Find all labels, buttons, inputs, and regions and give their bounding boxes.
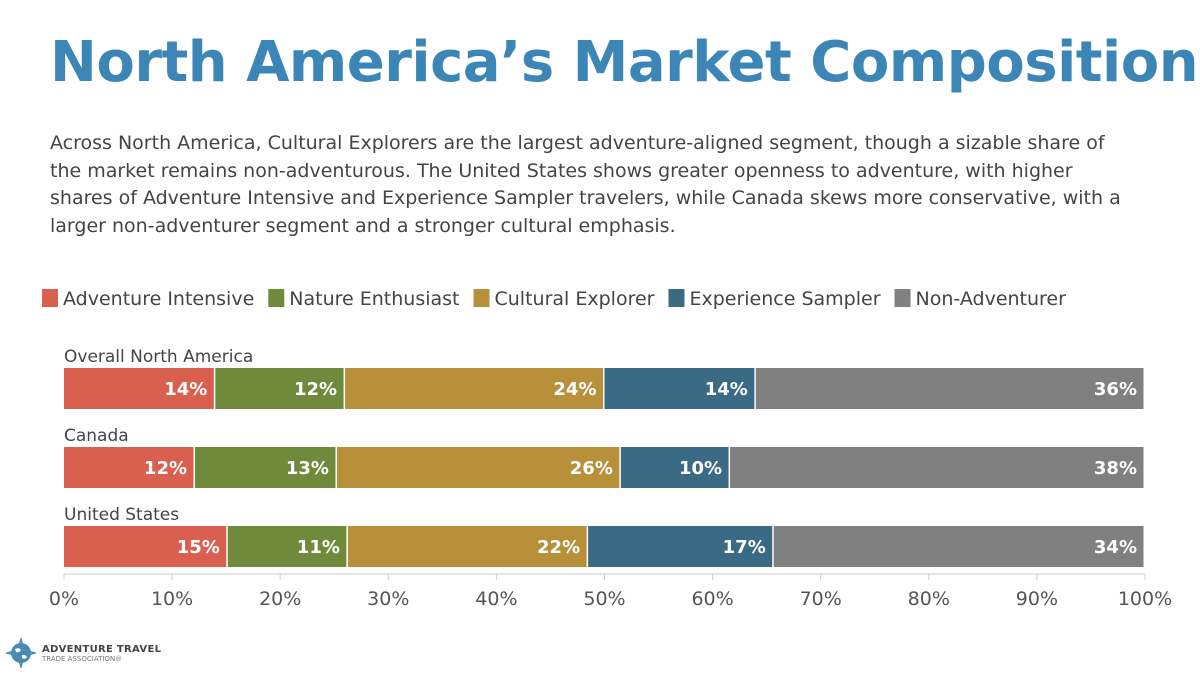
- data-label: 14%: [705, 379, 748, 400]
- legend-label: Experience Sampler: [689, 288, 880, 310]
- legend-label: Cultural Explorer: [495, 288, 655, 310]
- tick-label: 30%: [367, 588, 409, 610]
- x-axis: 0% 10% 20% 30% 40% 50% 60% 70% 80% 90% 100%: [49, 573, 1172, 610]
- data-label: 24%: [553, 379, 596, 400]
- bar-segment: [730, 447, 1144, 488]
- tick-label: 0%: [49, 588, 79, 610]
- tick-label: 10%: [151, 588, 193, 610]
- legend-swatch: [268, 289, 285, 307]
- tick-label: 60%: [691, 588, 733, 610]
- bar-segment: [604, 368, 755, 409]
- data-label: 14%: [164, 379, 207, 400]
- bars: Overall North America 14% 12% 24% 14% 36% Cana…: [64, 347, 1144, 567]
- data-label: 15%: [177, 537, 220, 558]
- legend-swatch: [42, 289, 58, 307]
- bar-segment: [227, 526, 347, 567]
- description: Across North America, Cultural Explorers…: [50, 132, 1121, 237]
- bar-segment: [64, 526, 227, 567]
- tick-label: 40%: [475, 588, 517, 610]
- legend: Adventure Intensive Nature Enthusiast Cult…: [42, 288, 1066, 310]
- legend-swatch: [894, 289, 911, 307]
- legend-label: Nature Enthusiast: [289, 288, 459, 310]
- page-title: North America’s Market Composition: [50, 30, 1199, 95]
- data-label: 12%: [294, 379, 337, 400]
- tick-label: 80%: [908, 588, 950, 610]
- bar-segment: [64, 368, 214, 409]
- bar-segment: [336, 447, 620, 488]
- logo-title: ADVENTURE TRAVEL: [42, 643, 162, 655]
- legend-swatch: [668, 289, 685, 307]
- bar-segment: [620, 447, 729, 488]
- logo: ADVENTURE TRAVEL TRADE ASSOCIATION®: [6, 638, 161, 668]
- legend-label: Non-Adventurer: [916, 288, 1067, 310]
- legend-swatch: [473, 289, 490, 307]
- tick-label: 70%: [800, 588, 842, 610]
- bar-segment: [345, 368, 603, 409]
- bar-segment: [215, 368, 344, 409]
- data-label: 26%: [570, 458, 613, 479]
- category-label: Overall North America: [64, 347, 253, 367]
- data-label: 22%: [537, 537, 580, 558]
- logo-subtitle: TRADE ASSOCIATION®: [42, 654, 123, 663]
- data-label: 11%: [297, 537, 340, 558]
- bar-segment: [64, 447, 194, 488]
- tick-label: 100%: [1118, 588, 1172, 610]
- data-label: 17%: [723, 537, 766, 558]
- bar-segment: [588, 526, 773, 567]
- category-label: Canada: [64, 426, 129, 446]
- bar-segment: [773, 526, 1144, 567]
- tick-label: 20%: [259, 588, 301, 610]
- legend-label: Adventure Intensive: [63, 288, 254, 310]
- data-label: 36%: [1094, 379, 1137, 400]
- data-label: 12%: [144, 458, 187, 479]
- data-label: 38%: [1094, 458, 1137, 479]
- bar-segment: [195, 447, 336, 488]
- tick-label: 90%: [1016, 588, 1058, 610]
- data-label: 34%: [1094, 537, 1137, 558]
- data-label: 10%: [679, 458, 722, 479]
- category-label: United States: [64, 505, 179, 525]
- data-label: 13%: [286, 458, 329, 479]
- tick-label: 50%: [583, 588, 625, 610]
- bar-segment: [347, 526, 587, 567]
- bar-segment: [755, 368, 1144, 409]
- compass-globe-icon: [6, 638, 36, 668]
